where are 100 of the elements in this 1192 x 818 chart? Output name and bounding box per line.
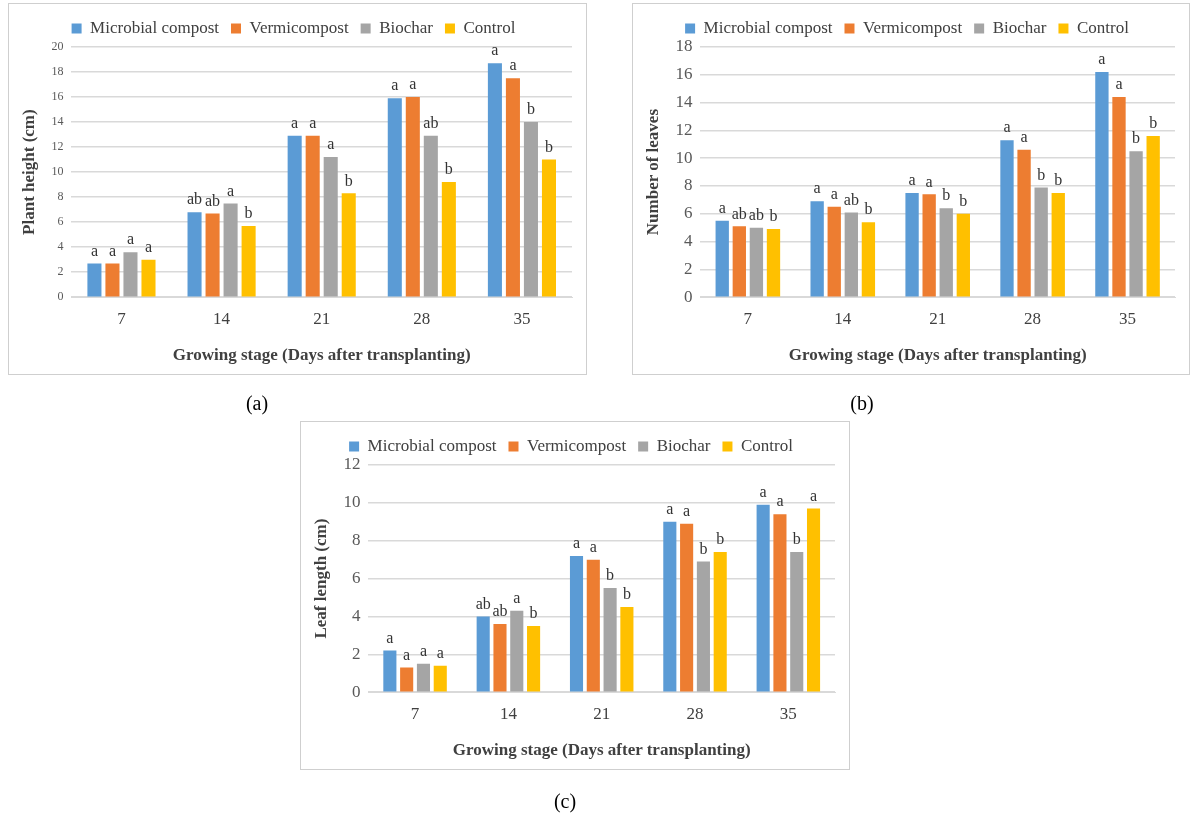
bar xyxy=(141,259,156,297)
bar xyxy=(405,97,420,297)
bar xyxy=(715,220,729,297)
legend-label: Vermicompost xyxy=(249,17,349,37)
x-tick-label: 21 xyxy=(313,308,331,328)
y-tick-label: 0 xyxy=(57,289,64,304)
bar xyxy=(223,203,238,297)
y-tick-label: 10 xyxy=(675,147,693,167)
x-tick-label: 35 xyxy=(779,703,797,723)
bar xyxy=(1000,140,1014,297)
x-tick-label: 21 xyxy=(929,308,947,328)
x-tick-label: 14 xyxy=(834,308,852,328)
bar xyxy=(806,508,821,692)
data-label: a xyxy=(809,486,818,504)
data-label: a xyxy=(126,230,135,248)
data-label: ab xyxy=(843,190,859,208)
x-tick-label: 28 xyxy=(1024,308,1042,328)
data-label: a xyxy=(391,76,399,94)
x-tick-label: 35 xyxy=(513,308,531,328)
y-tick-label: 18 xyxy=(51,64,64,79)
y-tick-label: 4 xyxy=(683,231,693,251)
bar xyxy=(387,98,402,297)
bar xyxy=(1129,151,1143,297)
bar xyxy=(939,208,953,297)
data-label: a xyxy=(227,181,235,199)
y-tick-label: 0 xyxy=(683,286,693,306)
data-label: a xyxy=(776,492,784,510)
bar xyxy=(790,552,804,692)
data-label: b xyxy=(444,160,453,178)
y-tick-label: 6 xyxy=(351,568,361,588)
bar xyxy=(861,222,876,297)
data-label: a xyxy=(908,171,916,189)
data-label: a xyxy=(419,642,428,659)
x-axis-title: Growing stage (Days after transplanting) xyxy=(172,345,471,365)
bar xyxy=(123,252,138,297)
y-tick-label: 16 xyxy=(675,64,693,84)
bar xyxy=(476,616,490,692)
bar xyxy=(341,193,356,297)
y-tick-label: 12 xyxy=(343,454,361,474)
data-label: a xyxy=(491,41,499,59)
x-tick-label: 28 xyxy=(413,308,431,328)
data-label: ab xyxy=(492,602,508,620)
bar xyxy=(680,523,694,692)
legend-label: Biochar xyxy=(656,435,711,455)
y-tick-label: 16 xyxy=(51,89,64,104)
data-label: a xyxy=(386,628,394,646)
x-tick-label: 21 xyxy=(593,703,611,723)
x-tick-label: 14 xyxy=(213,308,231,328)
data-label: b xyxy=(942,186,951,204)
data-label: b xyxy=(1149,114,1158,132)
data-label: a xyxy=(309,114,317,132)
bar xyxy=(749,227,764,297)
data-label: a xyxy=(718,198,726,216)
bar xyxy=(827,206,841,297)
x-tick-label: 7 xyxy=(743,308,753,328)
data-label: b xyxy=(544,137,553,155)
data-label: a xyxy=(683,501,691,519)
data-label: b xyxy=(244,204,253,222)
legend-label: Microbial compost xyxy=(90,17,220,37)
data-label: a xyxy=(589,537,597,555)
bar xyxy=(383,650,397,692)
bar xyxy=(956,213,970,297)
bar xyxy=(1051,192,1065,297)
bar xyxy=(416,663,431,692)
bar xyxy=(523,122,538,297)
data-label: b xyxy=(344,171,353,189)
bar xyxy=(87,263,102,297)
data-label: b xyxy=(792,530,801,548)
bar xyxy=(1034,187,1048,297)
text: (b) xyxy=(849,392,875,415)
bar xyxy=(713,552,727,692)
legend-label: Control xyxy=(1076,17,1130,37)
bar xyxy=(1017,149,1031,297)
legend-label: Control xyxy=(740,435,794,455)
data-label: b xyxy=(526,100,535,118)
data-label: b xyxy=(1132,129,1141,147)
data-label: a xyxy=(144,237,153,255)
data-label: b xyxy=(716,530,725,548)
legend-label: Vermicompost xyxy=(526,435,627,455)
y-tick-label: 2 xyxy=(683,258,693,278)
bar xyxy=(620,607,634,692)
data-label: b xyxy=(1037,165,1046,183)
y-tick-label: 8 xyxy=(351,530,361,550)
bar xyxy=(305,135,320,297)
bar xyxy=(603,588,617,692)
bar xyxy=(323,157,338,297)
bar xyxy=(541,159,556,297)
data-label: b xyxy=(864,200,873,218)
y-axis-title: Plant height (cm) xyxy=(18,109,38,235)
y-tick-label: 6 xyxy=(683,203,693,223)
bar xyxy=(423,135,438,297)
data-label: a xyxy=(1098,50,1106,68)
data-label: a xyxy=(327,135,335,153)
bar xyxy=(586,559,600,692)
data-label: b xyxy=(529,604,538,622)
data-label: a xyxy=(513,588,521,606)
text: (c) xyxy=(552,790,578,813)
x-tick-label: 28 xyxy=(686,703,704,723)
legend-label: Vermicompost xyxy=(862,17,963,37)
y-tick-label: 10 xyxy=(51,164,64,179)
